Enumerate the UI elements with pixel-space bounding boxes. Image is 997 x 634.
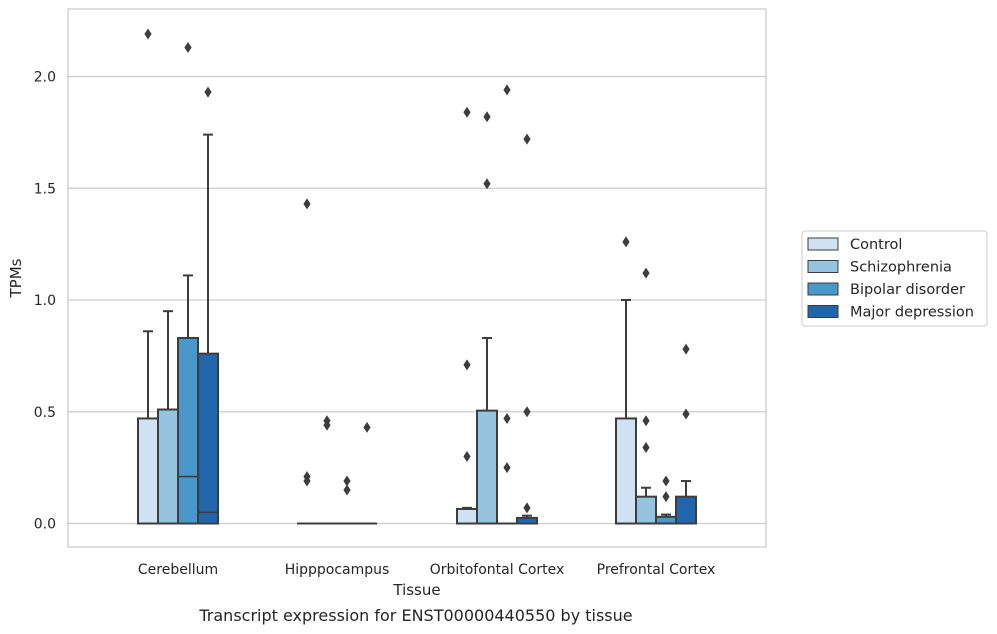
outlier-point bbox=[662, 491, 670, 503]
legend: Control Schizophrenia Bipolar disorder Majo… bbox=[801, 230, 988, 327]
legend-swatch bbox=[807, 237, 839, 251]
box-control bbox=[137, 28, 159, 525]
outlier-point bbox=[682, 408, 690, 420]
outlier-point bbox=[463, 359, 471, 371]
outlier-point bbox=[303, 198, 311, 210]
outlier-point bbox=[523, 133, 531, 145]
x-tick-label: Orbitofontal Cortex bbox=[430, 562, 565, 578]
outlier-point bbox=[204, 86, 212, 98]
box-schizophrenia bbox=[635, 267, 657, 525]
outlier-point bbox=[323, 419, 331, 431]
box-control bbox=[615, 236, 637, 525]
box-body bbox=[675, 495, 697, 525]
box-body bbox=[516, 516, 538, 525]
box-body bbox=[615, 417, 637, 525]
x-tick-label: Cerebellum bbox=[138, 562, 218, 578]
box-major-depression bbox=[516, 133, 538, 525]
y-tick-labels: 0.0 0.5 1.0 1.5 2.0 bbox=[34, 70, 56, 533]
outlier-point bbox=[662, 475, 670, 487]
outlier-point bbox=[463, 450, 471, 462]
x-tick-label: Prefrontal Cortex bbox=[597, 562, 716, 578]
box-schizophrenia bbox=[157, 310, 179, 525]
legend-label: Bipolar disorder bbox=[850, 282, 965, 298]
x-axis-label: Tissue bbox=[392, 581, 440, 599]
outlier-point bbox=[343, 484, 351, 496]
outlier-point bbox=[503, 412, 511, 424]
legend-label: Major depression bbox=[850, 305, 974, 321]
box-major-depression bbox=[357, 421, 377, 525]
x-tick-labels: Cerebellum Hipppocampus Orbitofontal Corte… bbox=[138, 562, 715, 578]
outlier-point bbox=[622, 236, 630, 248]
box-body bbox=[655, 515, 677, 525]
outlier-point bbox=[483, 111, 491, 123]
outlier-point bbox=[523, 406, 531, 418]
box-control bbox=[456, 106, 478, 525]
legend-label: Control bbox=[850, 237, 902, 253]
plot-area-frame bbox=[67, 8, 767, 548]
outlier-point bbox=[503, 84, 511, 96]
box-bipolar-disorder bbox=[655, 475, 677, 525]
y-tick-label: 1.0 bbox=[34, 293, 56, 309]
outlier-point bbox=[363, 421, 371, 433]
y-tick-label: 1.5 bbox=[34, 181, 56, 197]
boxes bbox=[137, 28, 697, 525]
outlier-point bbox=[463, 106, 471, 118]
legend-swatch bbox=[807, 305, 839, 318]
box-body bbox=[456, 507, 478, 525]
outlier-point bbox=[184, 41, 192, 53]
outlier-point bbox=[303, 475, 311, 487]
outlier-point bbox=[642, 415, 650, 427]
y-axis-label: TPMs bbox=[7, 258, 25, 298]
legend-label: Schizophrenia bbox=[850, 260, 952, 276]
y-tick-label: 2.0 bbox=[34, 70, 56, 86]
outlier-point bbox=[144, 28, 152, 40]
box-body bbox=[157, 408, 179, 525]
box-body bbox=[197, 352, 219, 525]
legend-frame bbox=[801, 230, 988, 327]
box-body bbox=[635, 495, 657, 525]
y-tick-label: 0.5 bbox=[34, 405, 56, 421]
box-schizophrenia bbox=[317, 415, 337, 525]
box-schizophrenia bbox=[476, 111, 498, 525]
outlier-point bbox=[343, 475, 351, 487]
outlier-point bbox=[642, 442, 650, 454]
box-bipolar-disorder bbox=[497, 84, 517, 525]
outlier-point bbox=[523, 502, 531, 514]
box-control bbox=[297, 198, 317, 525]
box-body bbox=[137, 417, 159, 525]
outlier-point bbox=[642, 267, 650, 279]
y-tick-label: 0.0 bbox=[34, 517, 56, 533]
box-body bbox=[177, 336, 199, 525]
figure-caption: Transcript expression for ENST0000044055… bbox=[199, 606, 633, 625]
legend-swatch bbox=[807, 260, 839, 273]
x-tick-label: Hipppocampus bbox=[285, 562, 390, 578]
legend-swatch bbox=[807, 282, 839, 296]
box-body bbox=[476, 409, 498, 525]
box-bipolar-disorder bbox=[337, 475, 357, 525]
box-major-depression bbox=[197, 86, 219, 525]
outlier-point bbox=[483, 178, 491, 190]
outlier-point bbox=[682, 343, 690, 355]
box-major-depression bbox=[675, 343, 697, 525]
outlier-point bbox=[503, 462, 511, 474]
